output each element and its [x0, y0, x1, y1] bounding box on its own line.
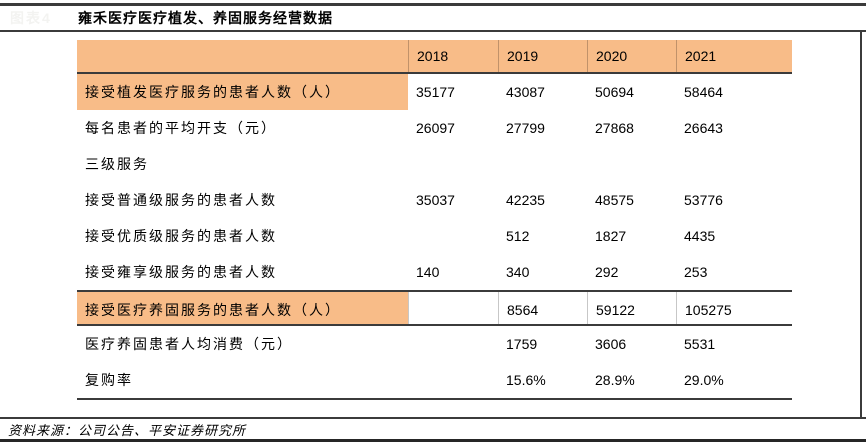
row-label: 接受雍享级服务的患者人数 — [85, 264, 277, 280]
cell-value: 26643 — [684, 120, 723, 136]
table-row: 接受普通级服务的患者人数 35037 42235 48575 53776 — [77, 182, 792, 218]
header-year-2020: 2020 — [587, 40, 676, 72]
cell-value: 42235 — [506, 192, 545, 208]
footer-rule — [0, 417, 866, 419]
cell-value: 4435 — [684, 228, 716, 244]
data-table: 2018 2019 2020 2021 接受植发医疗服务的患者人数（人） 351… — [77, 40, 792, 400]
cell-value: 1827 — [595, 228, 627, 244]
table-row: 每名患者的平均开支（元） 26097 27799 27868 26643 — [77, 110, 792, 146]
table-row: 接受雍享级服务的患者人数 140 340 292 253 — [77, 254, 792, 290]
cell-value: 28.9% — [595, 372, 635, 388]
row-label: 接受普通级服务的患者人数 — [85, 192, 277, 208]
cell-value: 35177 — [416, 84, 455, 100]
cell-value: 48575 — [595, 192, 634, 208]
table-row: 接受植发医疗服务的患者人数（人） 35177 43087 50694 58464 — [77, 74, 792, 110]
cell-value — [408, 326, 498, 362]
row-label: 接受植发医疗服务的患者人数（人） — [77, 74, 408, 110]
source-note: 资料来源：公司公告、平安证券研究所 — [8, 423, 247, 438]
cell-value: 29.0% — [684, 372, 724, 388]
figure-label: 图表4 — [10, 10, 52, 26]
bottom-rule — [0, 439, 866, 442]
page-title: 雍禾医疗医疗植发、养固服务经营数据 — [78, 10, 333, 26]
cell-value: 292 — [595, 264, 619, 280]
table-row: 医疗养固患者人均消费（元） 1759 3606 5531 — [77, 326, 792, 362]
row-label: 接受优质级服务的患者人数 — [85, 228, 277, 244]
cell-value: 26097 — [416, 120, 455, 136]
header-year-2018: 2018 — [408, 40, 498, 72]
cell-value: 58464 — [684, 84, 723, 100]
cell-value: 8564 — [498, 292, 587, 324]
cell-value: 1759 — [506, 336, 538, 352]
cell-value: 15.6% — [506, 372, 546, 388]
table-row: 复购率 15.6% 28.9% 29.0% — [77, 362, 792, 398]
cell-value: 3606 — [595, 336, 627, 352]
cell-value — [408, 218, 498, 254]
cell-value — [676, 146, 792, 182]
header-year-2019: 2019 — [498, 40, 587, 72]
row-label: 复购率 — [85, 372, 133, 388]
cell-value — [587, 146, 676, 182]
cell-value: 340 — [506, 264, 530, 280]
cell-value: 27868 — [595, 120, 634, 136]
cell-value — [498, 146, 587, 182]
table-row: 三级服务 — [77, 146, 792, 182]
right-page-border — [860, 31, 862, 419]
row-label: 医疗养固患者人均消费（元） — [85, 336, 293, 352]
cell-value: 253 — [684, 264, 708, 280]
cell-value — [408, 292, 498, 324]
cell-value: 140 — [416, 264, 440, 280]
cell-value: 512 — [506, 228, 530, 244]
cell-value — [408, 146, 498, 182]
top-rule — [0, 3, 866, 6]
cell-value: 53776 — [684, 192, 723, 208]
table-row: 接受优质级服务的患者人数 512 1827 4435 — [77, 218, 792, 254]
cell-value: 27799 — [506, 120, 545, 136]
cell-value: 35037 — [416, 192, 455, 208]
title-rule — [0, 30, 866, 32]
cell-value: 5531 — [684, 336, 716, 352]
cell-value: 105275 — [676, 292, 792, 324]
cell-value — [408, 362, 498, 398]
header-label-cell — [77, 40, 408, 72]
table-header-row: 2018 2019 2020 2021 — [77, 40, 792, 74]
header-year-2021: 2021 — [676, 40, 792, 72]
row-label: 接受医疗养固服务的患者人数（人） — [77, 292, 408, 324]
table-row: 接受医疗养固服务的患者人数（人） 8564 59122 105275 — [77, 290, 792, 326]
row-label: 每名患者的平均开支（元） — [85, 120, 277, 136]
row-label: 三级服务 — [85, 156, 149, 172]
cell-value: 50694 — [595, 84, 634, 100]
table-body: 接受植发医疗服务的患者人数（人） 35177 43087 50694 58464… — [77, 74, 792, 398]
cell-value: 59122 — [587, 292, 676, 324]
cell-value: 43087 — [506, 84, 545, 100]
